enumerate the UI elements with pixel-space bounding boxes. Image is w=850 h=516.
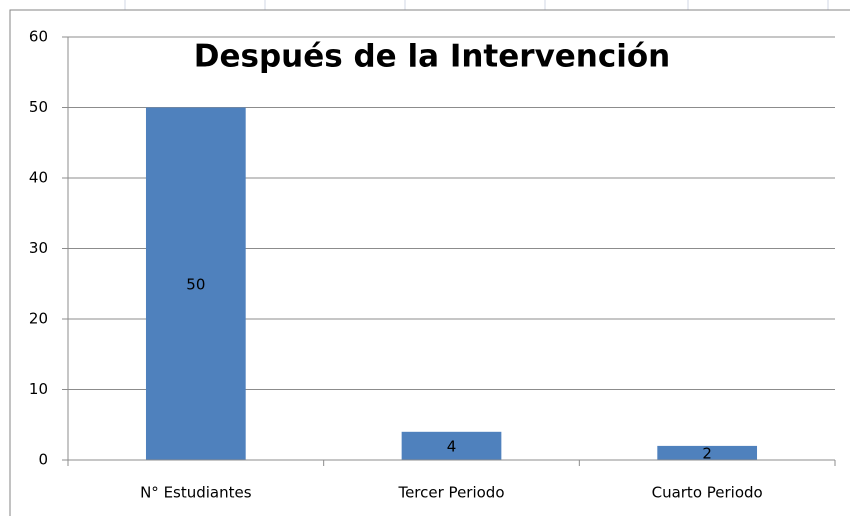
y-tick-label: 50 — [29, 98, 48, 116]
data-label: 50 — [186, 275, 205, 293]
y-tick-label: 10 — [29, 380, 48, 398]
data-label: 4 — [447, 437, 457, 455]
x-tick-label: Tercer Periodo — [397, 484, 504, 502]
bar — [657, 445, 758, 460]
bar — [401, 431, 502, 460]
x-tick-label: Cuarto Periodo — [652, 484, 763, 502]
data-label: 2 — [702, 444, 712, 462]
chart-title: Después de la Intervención — [194, 39, 671, 75]
y-tick-label: 40 — [29, 169, 48, 187]
y-tick-label: 60 — [29, 28, 48, 46]
x-tick-label: N° Estudiantes — [140, 484, 252, 502]
bar — [145, 107, 246, 460]
y-tick-label: 0 — [38, 451, 48, 469]
y-tick-label: 20 — [29, 310, 48, 328]
y-tick-label: 30 — [29, 239, 48, 257]
sheet-gridlines — [124, 0, 829, 10]
